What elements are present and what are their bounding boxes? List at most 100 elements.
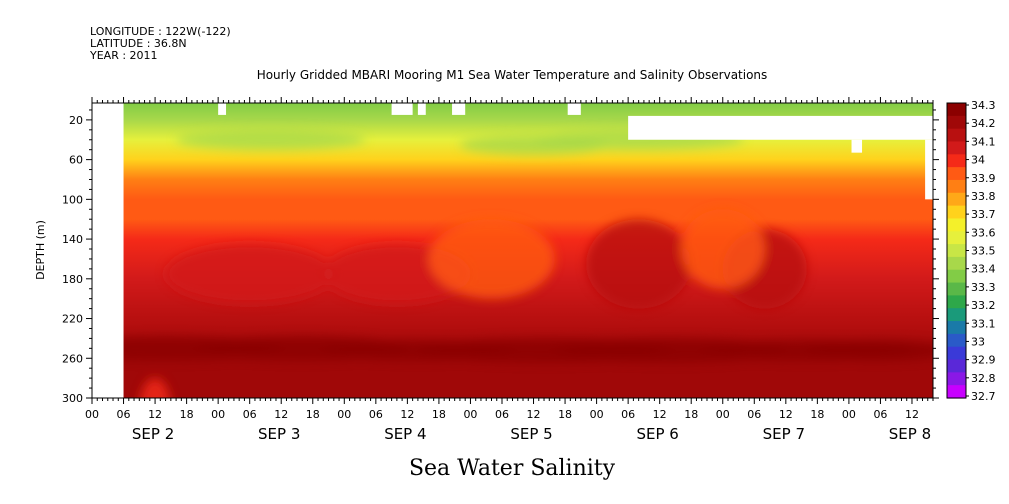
- missing-data-region: [851, 139, 863, 153]
- colorbar-swatch: [947, 256, 966, 271]
- salinity-feature: [428, 219, 555, 299]
- salinity-feature: [140, 378, 170, 398]
- plot-title: Hourly Gridded MBARI Mooring M1 Sea Wate…: [257, 68, 768, 82]
- y-tick-label: 140: [62, 233, 83, 246]
- x-axis: 00 06 12 18 00 06 12 18 00 06 12 18 00 06 12 18 00 06 12 18…: [85, 97, 934, 443]
- colorbar-swatch: [947, 205, 966, 220]
- longitude-label: LONGITUDE : 122W(-122): [90, 25, 231, 38]
- bottom-title: Sea Water Salinity: [409, 456, 616, 481]
- y-tick-label: 220: [62, 313, 83, 326]
- y-tick-label: 300: [62, 392, 83, 405]
- x-hour-label: 18: [180, 408, 194, 421]
- missing-data-region: [628, 115, 933, 140]
- colorbar-swatch: [947, 269, 966, 284]
- x-hour-label: 18: [306, 408, 320, 421]
- colorbar-label: 32.9: [971, 354, 996, 367]
- colorbar-swatch: [947, 154, 966, 168]
- x-hour-label: 00: [842, 408, 856, 421]
- colorbar-swatch: [947, 128, 966, 143]
- colorbar-label: 34.3: [971, 99, 996, 112]
- colorbar-label: 33.7: [971, 208, 996, 221]
- x-hour-label: 12: [905, 408, 919, 421]
- colorbar-swatch: [947, 321, 966, 335]
- x-hour-label: 06: [117, 408, 131, 421]
- colorbar-label: 33.3: [971, 281, 996, 294]
- x-hour-label: 12: [400, 408, 414, 421]
- y-tick-label: 100: [62, 193, 83, 206]
- colorbar-swatch: [947, 231, 966, 245]
- x-hour-label: 06: [747, 408, 761, 421]
- missing-data-region: [567, 103, 581, 115]
- x-date-label: SEP 5: [510, 425, 552, 443]
- colorbar-swatch: [947, 333, 966, 348]
- colorbar-swatch: [947, 244, 966, 258]
- missing-data-region: [218, 103, 227, 115]
- x-hour-label: 18: [684, 408, 698, 421]
- colorbar-swatch: [947, 295, 966, 309]
- colorbar-swatch: [947, 103, 966, 117]
- colorbar-label: 32.8: [971, 372, 996, 385]
- missing-data-region: [417, 103, 426, 115]
- colorbar-swatch: [947, 308, 966, 322]
- x-hour-label: 06: [243, 408, 257, 421]
- plot-area: [92, 103, 933, 398]
- x-hour-label: 00: [337, 408, 351, 421]
- colorbar-label: 34.2: [971, 117, 996, 130]
- colorbar: 34.3 34.2 34.1 34 33.9 33.8 33.7 33.6 33.5 33.4 33…: [946, 99, 996, 403]
- x-hour-label: 12: [527, 408, 541, 421]
- y-tick-label: 60: [69, 154, 83, 167]
- missing-data-region: [92, 103, 124, 398]
- x-hour-label: 06: [495, 408, 509, 421]
- x-hour-label: 18: [810, 408, 824, 421]
- colorbar-label: 34: [971, 154, 985, 167]
- latitude-label: LATITUDE : 36.8N: [90, 37, 187, 50]
- x-hour-label: 00: [590, 408, 604, 421]
- x-hour-label: 00: [463, 408, 477, 421]
- x-hour-label: 06: [369, 408, 383, 421]
- colorbar-label: 33.5: [971, 245, 996, 258]
- x-date-label: SEP 6: [636, 425, 678, 443]
- x-date-label: SEP 2: [132, 425, 174, 443]
- year-label: YEAR : 2011: [89, 49, 158, 62]
- colorbar-label: 33.6: [971, 226, 996, 239]
- x-hour-label: 12: [148, 408, 162, 421]
- salinity-feature: [586, 219, 692, 309]
- x-hour-label: 18: [558, 408, 572, 421]
- colorbar-swatch: [947, 192, 966, 207]
- colorbar-swatch: [947, 282, 966, 296]
- colorbar-label: 33: [971, 335, 985, 348]
- x-date-label: SEP 8: [889, 425, 931, 443]
- heatmap-variation-layer: [92, 129, 933, 398]
- colorbar-label: 34.1: [971, 135, 996, 148]
- colorbar-label: 33.9: [971, 172, 996, 185]
- y-axis-label: DEPTH (m): [34, 220, 47, 280]
- colorbar-swatch: [947, 115, 966, 130]
- y-axis: 20 60 100 140 180 220 260 300: [62, 109, 939, 405]
- salinity-feature: [806, 340, 933, 361]
- colorbar-swatch: [947, 346, 966, 361]
- missing-data-region: [452, 103, 466, 115]
- colorbar-swatch: [947, 179, 966, 194]
- y-tick-label: 180: [62, 273, 83, 286]
- colorbar-label: 33.4: [971, 263, 996, 276]
- y-tick-label: 260: [62, 352, 83, 365]
- salinity-feature: [680, 209, 765, 289]
- x-hour-label: 12: [779, 408, 793, 421]
- x-hour-label: 12: [653, 408, 667, 421]
- x-hour-label: 06: [873, 408, 887, 421]
- x-date-label: SEP 4: [384, 425, 426, 443]
- colorbar-swatch: [947, 372, 966, 386]
- x-hour-label: 12: [274, 408, 288, 421]
- x-hour-label: 18: [432, 408, 446, 421]
- colorbar-label: 33.8: [971, 190, 996, 203]
- y-tick-label: 20: [69, 114, 83, 127]
- colorbar-label: 33.2: [971, 299, 996, 312]
- x-date-label: SEP 7: [763, 425, 805, 443]
- salinity-feature: [176, 129, 366, 150]
- colorbar-swatch: [947, 385, 966, 399]
- missing-data-region: [925, 139, 933, 200]
- x-hour-label: 00: [211, 408, 225, 421]
- colorbar-swatch: [947, 359, 966, 373]
- colorbar-swatch: [947, 218, 966, 232]
